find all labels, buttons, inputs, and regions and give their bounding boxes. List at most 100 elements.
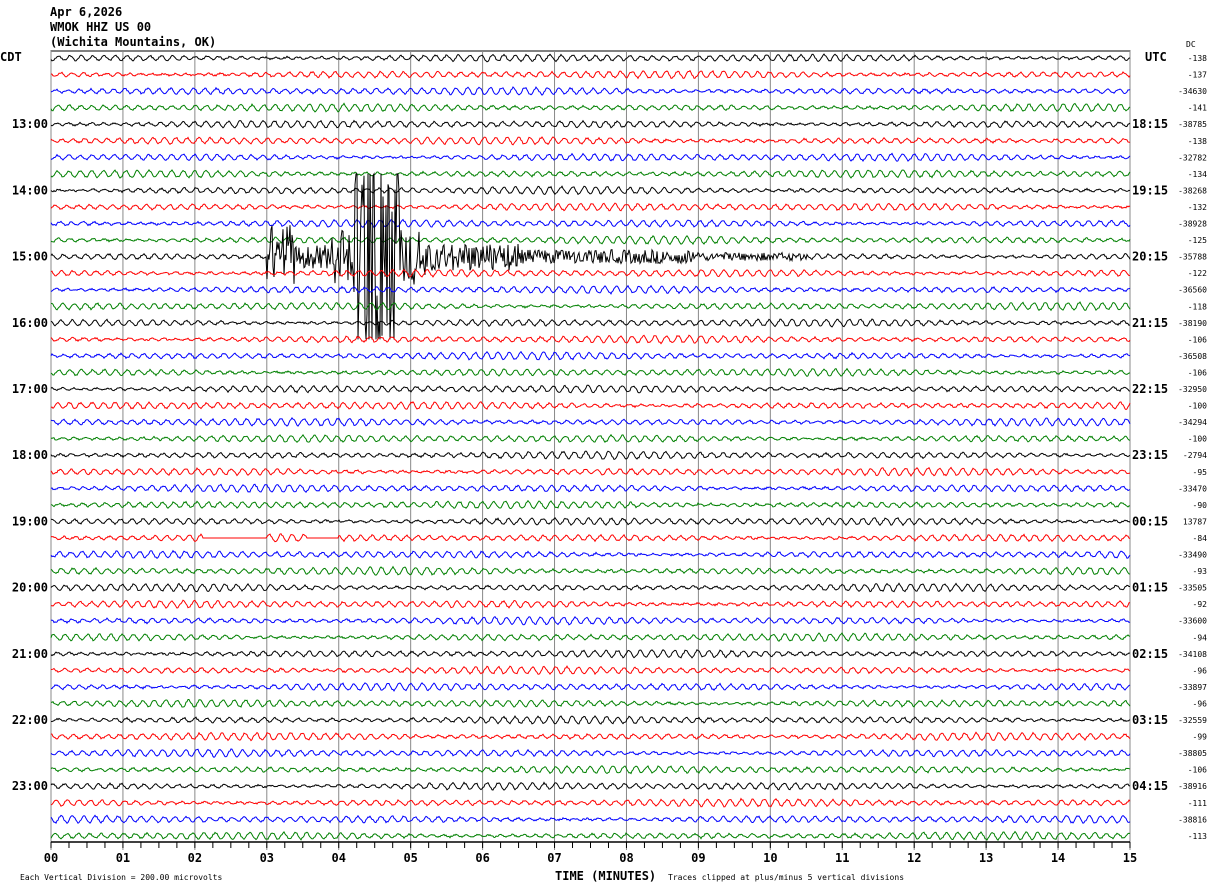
x-tick-label: 08 [619,851,633,865]
seismic-trace [50,53,1131,63]
left-hour-label: 15:00 [12,250,48,264]
seismic-trace [50,665,1131,676]
seismic-trace [50,699,1131,708]
seismic-trace [50,185,1131,196]
dc-offset-label: -32559 [1178,716,1207,725]
x-tick-label: 01 [116,851,130,865]
dc-offset-label: -36560 [1178,286,1207,295]
dc-offset-label: -33505 [1178,584,1207,593]
left-hour-label: 18:00 [12,448,48,462]
x-tick-label: 12 [907,851,921,865]
dc-offset-label: -100 [1188,402,1207,411]
left-hour-label: 22:00 [12,713,48,727]
left-hour-label: 20:00 [12,581,48,595]
right-hour-label: 23:15 [1132,448,1168,462]
seismic-trace [50,830,1131,842]
seismic-trace [50,152,1131,162]
seismic-trace [50,797,1131,808]
dc-offset-label: -38190 [1178,319,1207,328]
dc-offset-label: -36508 [1178,352,1207,361]
seismic-trace [50,384,1131,394]
dc-offset-label: -38916 [1178,782,1207,791]
dc-offset-label: -90 [1193,501,1208,510]
grid [50,50,1131,850]
date-label: Apr 6,2026 [50,5,122,19]
right-hour-label: 21:15 [1132,316,1168,330]
dc-offset-label: -33600 [1178,617,1207,626]
dc-offset-label: -106 [1188,368,1207,377]
seismic-trace [50,433,1131,444]
x-tick-label: 06 [475,851,489,865]
dc-offset-label: -38268 [1178,186,1207,195]
left-hour-label: 23:00 [12,779,48,793]
traces [50,53,1131,842]
dc-offset-label: -38816 [1178,815,1207,824]
dc-offset-label: -38805 [1178,749,1207,758]
seismic-trace [50,632,1131,642]
dc-offset-label: -99 [1193,733,1208,742]
labels: 00 01 02 03 04 05 06 07 08 09 10 11 12 13 14 15 -138 -137… [12,54,1207,865]
seismic-trace [50,218,1131,228]
right-hour-label: 04:15 [1132,779,1168,793]
dc-offset-label: -111 [1188,799,1207,808]
right-hour-label: 00:15 [1132,514,1168,528]
dc-offset-label: -34294 [1178,418,1207,427]
dc-offset-label: -92 [1193,600,1208,609]
dc-offset-label: -134 [1188,170,1207,179]
seismic-trace [50,69,1131,80]
seismic-trace [50,781,1131,791]
x-tick-label: 15 [1123,851,1137,865]
x-tick-label: 03 [260,851,274,865]
dc-offset-label: -93 [1193,567,1208,576]
seismic-trace [50,649,1131,659]
seismic-trace [50,814,1131,825]
dc-offset-label: -132 [1188,203,1207,212]
seismic-trace [50,715,1131,725]
dc-offset-label: -38785 [1178,120,1207,129]
dc-offset-label: -94 [1193,633,1208,642]
seismic-trace [50,172,1131,340]
dc-offset-label: -34630 [1178,87,1207,96]
seismic-trace [50,582,1130,593]
dc-offset-label: -113 [1188,832,1207,841]
x-tick-label: 04 [332,851,346,865]
x-tick-label: 07 [547,851,561,865]
right-hour-label: 20:15 [1132,250,1168,264]
seismic-trace [50,731,1131,742]
seismic-trace [50,615,1131,626]
dc-offset-label: 13787 [1183,517,1207,526]
dc-offset-label: -84 [1193,534,1208,543]
seismic-trace [50,350,1131,361]
left-timezone-label: CDT [0,50,22,64]
dc-offset-label: -138 [1188,54,1207,63]
x-tick-label: 10 [763,851,777,865]
seismic-trace [50,367,1131,378]
dc-offset-label: -96 [1193,666,1208,675]
scale-text: Each Vertical Division = 200.00 microvol… [20,873,222,882]
dc-offset-label: -33470 [1178,484,1207,493]
right-timezone-label: UTC [1145,50,1167,64]
seismic-trace [50,168,1131,179]
seismic-trace [50,765,1131,775]
left-hour-label: 19:00 [12,514,48,528]
seismic-trace [50,599,1131,609]
seismic-trace [50,401,1131,411]
dc-offset-label: -38928 [1178,220,1207,229]
seismic-trace [50,318,1131,328]
clip-text: Traces clipped at plus/minus 5 vertical … [668,873,904,882]
seismic-trace [50,119,1131,129]
dc-offset-label: -106 [1188,335,1207,344]
dc-offset-label: -106 [1188,766,1207,775]
dc-offset-label: -137 [1188,71,1207,80]
left-hour-label: 17:00 [12,382,48,396]
dc-offset-label: -33897 [1178,683,1207,692]
seismic-trace [50,334,1131,345]
dc-offset-label: -95 [1193,468,1208,477]
right-hour-label: 19:15 [1132,183,1168,197]
dc-offset-label: -33490 [1178,551,1207,560]
x-tick-label: 02 [188,851,202,865]
dc-offset-label: -96 [1193,699,1208,708]
location-label: (Wichita Mountains, OK) [50,35,216,49]
seismic-trace [50,102,1131,113]
